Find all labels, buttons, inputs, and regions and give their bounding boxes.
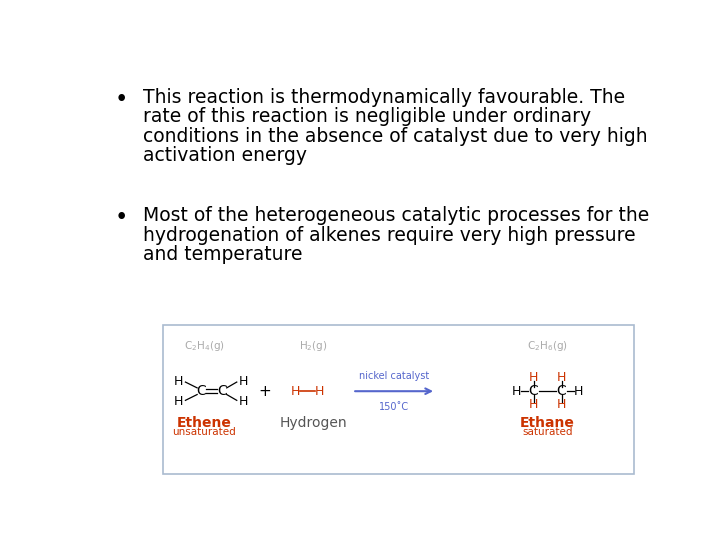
Text: H: H [315, 384, 325, 397]
Text: rate of this reaction is negligible under ordinary: rate of this reaction is negligible unde… [143, 107, 591, 126]
Text: H: H [574, 384, 583, 397]
Text: C: C [196, 384, 206, 398]
Text: H: H [557, 372, 566, 384]
Text: H: H [174, 375, 183, 388]
Text: C: C [557, 384, 567, 398]
Text: This reaction is thermodynamically favourable. The: This reaction is thermodynamically favou… [143, 87, 625, 107]
Text: Ethene: Ethene [177, 416, 232, 430]
Text: C: C [528, 384, 539, 398]
Text: C$_2$H$_4$(g): C$_2$H$_4$(g) [184, 339, 225, 353]
Text: C: C [217, 384, 227, 398]
Text: Hydrogen: Hydrogen [279, 416, 347, 430]
Text: unsaturated: unsaturated [173, 427, 236, 436]
Text: +: + [258, 384, 271, 399]
Bar [163, 325, 634, 474]
Text: H: H [291, 384, 300, 397]
Text: and temperature: and temperature [143, 245, 302, 264]
Text: •: • [115, 206, 128, 229]
Text: H: H [512, 384, 521, 397]
Text: activation energy: activation energy [143, 146, 307, 165]
Text: C$_2$H$_6$(g): C$_2$H$_6$(g) [527, 339, 568, 353]
Text: •: • [115, 87, 128, 111]
Text: H$_2$(g): H$_2$(g) [299, 339, 328, 353]
Text: H: H [529, 372, 539, 384]
Text: Most of the heterogeneous catalytic processes for the: Most of the heterogeneous catalytic proc… [143, 206, 649, 225]
Text: hydrogenation of alkenes require very high pressure: hydrogenation of alkenes require very hi… [143, 226, 636, 245]
Text: saturated: saturated [522, 427, 573, 436]
Text: 150˚C: 150˚C [379, 402, 409, 411]
Text: H: H [174, 395, 183, 408]
Text: H: H [239, 395, 248, 408]
Text: H: H [529, 398, 539, 411]
Text: H: H [239, 375, 248, 388]
Text: conditions in the absence of catalyst due to very high: conditions in the absence of catalyst du… [143, 127, 647, 146]
Text: nickel catalyst: nickel catalyst [359, 371, 429, 381]
Text: Ethane: Ethane [520, 416, 575, 430]
Text: H: H [557, 398, 566, 411]
